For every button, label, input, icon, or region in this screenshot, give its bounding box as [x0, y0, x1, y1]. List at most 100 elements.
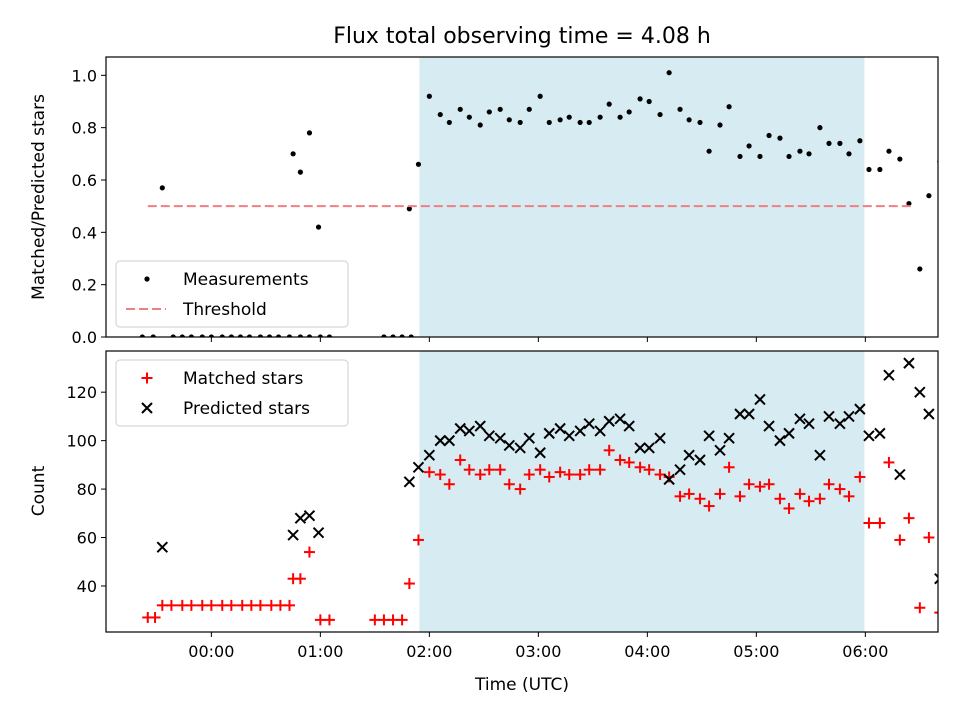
matched-stars-point-18: [303, 546, 315, 558]
predicted-stars-point-34-b: [694, 454, 706, 466]
measurements-point-25: [390, 334, 396, 337]
measurements-point-2: [159, 185, 165, 191]
predicted-stars-point-31-b: [663, 473, 675, 486]
matched-stars-point-1: [149, 611, 161, 623]
measurements-point-11: [246, 334, 253, 337]
predicted-stars-point-58: [934, 572, 938, 585]
predicted-stars-point-30-b: [654, 432, 666, 444]
measurements-point-29: [415, 161, 422, 167]
measurements-point-46: [586, 119, 592, 126]
predicted-stars-point-50-b: [854, 403, 866, 415]
matched-stars-point-34: [494, 464, 506, 476]
ratio-axes-frame: [105, 56, 939, 338]
measurements-point-27: [408, 334, 414, 337]
y-tick-label: 40: [77, 577, 97, 596]
predicted-stars-point-36-b: [714, 444, 726, 457]
measurements-point-19: [326, 334, 333, 337]
predicted-stars-point-18-b: [534, 447, 546, 459]
predicted-stars-point-3-b: [303, 510, 316, 522]
predicted-stars-point-16-b: [514, 442, 526, 454]
y-tick-label: 0.8: [72, 119, 97, 138]
predicted-stars-point-51: [863, 430, 875, 442]
ratio-plot-area: [139, 70, 938, 337]
predicted-stars-point-10-b: [454, 422, 466, 435]
observing-window-shade: [419, 351, 865, 632]
predicted-stars-point-10: [454, 422, 466, 435]
matched-stars-point-29: [443, 478, 455, 490]
predicted-stars-point-1: [287, 529, 299, 541]
matched-stars-point-5: [185, 599, 197, 611]
matched-stars-point-27: [423, 466, 435, 478]
measurements-point-50: [626, 109, 632, 115]
predicted-stars-point-34: [694, 454, 706, 466]
predicted-stars-point-13-b: [483, 430, 496, 442]
predicted-stars-point-37: [723, 432, 735, 444]
predicted-stars-point-20-b: [554, 422, 566, 435]
predicted-stars-point-24-b: [594, 425, 606, 437]
measurements-point-68: [806, 151, 812, 157]
measurements-point-54: [666, 70, 672, 76]
measurements-point-61: [737, 153, 743, 160]
legend-box: [115, 359, 349, 427]
measurements-point-1: [150, 334, 156, 337]
legend-measurements-swatch: [144, 276, 150, 282]
predicted-stars-point-4: [312, 526, 325, 539]
matched-stars-point-74: [894, 534, 906, 546]
matched-stars-point-63: [783, 502, 795, 514]
predicted-stars-point-49-b: [843, 410, 855, 423]
matched-stars-point-33: [483, 464, 495, 476]
matched-stars-point-32: [474, 469, 486, 481]
predicted-stars-point-53: [883, 369, 895, 381]
matched-stars-point-38: [534, 464, 546, 476]
predicted-stars-point-25: [603, 415, 615, 427]
matched-stars-point-69: [843, 490, 855, 502]
matched-stars-point-12: [254, 599, 266, 611]
matched-stars-point-73: [883, 456, 895, 468]
predicted-stars-point-8: [434, 434, 446, 447]
predicted-stars-point-13: [483, 430, 496, 442]
matched-stars-point-36: [514, 483, 526, 495]
legend-measurements-label: Measurements: [183, 270, 309, 290]
measurements-point-59: [717, 122, 723, 128]
measurements-point-4: [179, 334, 185, 337]
matched-stars-point-48: [634, 461, 646, 473]
legend-matched-stars-label: Matched stars: [183, 369, 303, 389]
predicted-stars-point-58-a: [934, 572, 938, 579]
measurements-point-13: [266, 334, 273, 337]
predicted-stars-point-39-b: [743, 408, 755, 420]
y-tick-label: 120: [66, 383, 97, 402]
predicted-stars-point-27-b: [623, 420, 635, 432]
counts-legend: Matched stars Predicted stars: [115, 359, 349, 427]
legend-predicted-stars-swatch-b: [141, 402, 153, 414]
matched-stars-point-70: [854, 471, 866, 483]
measurements-point-66: [786, 153, 792, 160]
measurements-point-60: [726, 104, 732, 110]
measurements-point-16: [297, 334, 303, 337]
measurements-point-74: [866, 166, 872, 173]
measurements-point-41: [537, 93, 543, 99]
predicted-stars-point-18: [534, 447, 546, 459]
predicted-stars-point-5-b: [403, 476, 416, 488]
measurements-point-38: [506, 117, 512, 123]
measurements-point-24: [381, 334, 387, 337]
measurements-point-17: [306, 334, 313, 337]
matched-stars-point-72: [874, 517, 886, 529]
matched-stars-point-31: [463, 464, 475, 476]
predicted-stars-point-23: [583, 417, 595, 430]
measurements-point-15: [286, 334, 293, 337]
matched-stars-point-58: [734, 490, 746, 502]
matched-stars-point-61: [763, 478, 775, 490]
measurements-point-20: [290, 151, 296, 157]
matched-stars-point-55: [703, 500, 715, 512]
predicted-stars-point-20: [554, 422, 566, 435]
y-tick-label: 0.6: [72, 171, 97, 190]
x-axis-label: Time (UTC): [474, 675, 569, 695]
predicted-stars-point-51-b: [863, 430, 875, 442]
predicted-stars-point-27: [623, 420, 635, 432]
measurements-point-55: [677, 106, 683, 112]
predicted-stars-point-58-b: [934, 579, 938, 585]
predicted-stars-point-45: [803, 417, 815, 430]
predicted-stars-point-8-b: [434, 434, 446, 447]
measurements-point-28: [406, 206, 412, 212]
predicted-stars-point-2: [294, 512, 307, 524]
